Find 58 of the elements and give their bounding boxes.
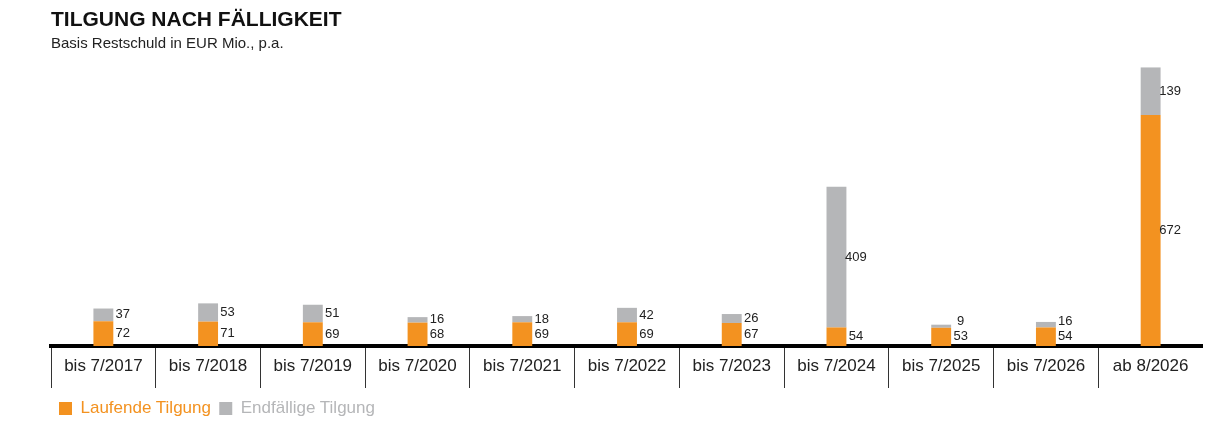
data-label: 53	[220, 304, 235, 320]
data-label: 37	[115, 306, 131, 322]
data-label: 409	[845, 248, 867, 264]
bar	[826, 327, 847, 346]
x-tick-label: bis 7/2023	[692, 355, 771, 375]
data-label: 139	[1159, 82, 1181, 98]
data-label: 16	[1058, 313, 1073, 329]
chart-title: TILGUNG NACH FÄLLIGKEIT	[51, 7, 342, 31]
bar	[617, 322, 637, 346]
bar	[93, 321, 114, 346]
x-tick-label: ab 8/2026	[1112, 355, 1189, 375]
x-tick-label: bis 7/2021	[483, 355, 562, 375]
data-label: 9	[957, 313, 965, 329]
data-label: 26	[743, 310, 759, 326]
x-tick-label: bis 7/2022	[587, 355, 667, 375]
x-tick-label: bis 7/2017	[64, 355, 143, 375]
x-tick-label: bis 7/2026	[1006, 355, 1086, 375]
data-label: 69	[325, 325, 340, 341]
legend-label: Endfällige Tilgung	[240, 398, 375, 418]
bar	[1140, 67, 1161, 115]
data-label: 69	[534, 325, 549, 341]
data-label: 67	[743, 326, 759, 342]
data-label: 51	[325, 305, 340, 321]
data-label: 16	[429, 310, 445, 326]
bar	[512, 322, 533, 346]
bar	[721, 322, 742, 346]
data-label: 69	[639, 325, 654, 341]
data-label: 53	[953, 328, 968, 344]
bar	[512, 316, 533, 323]
bar	[617, 307, 637, 323]
bar	[198, 321, 219, 346]
data-label: 68	[429, 325, 445, 341]
bar	[1035, 327, 1056, 346]
bar	[302, 304, 323, 323]
data-label: 72	[115, 325, 131, 341]
bar	[826, 186, 847, 328]
bar	[1035, 321, 1056, 328]
bar	[721, 314, 742, 323]
x-tick-label: bis 7/2025	[901, 355, 981, 375]
bar	[93, 308, 114, 322]
bar	[198, 303, 219, 322]
chart-subtitle: Basis Restschuld in EUR Mio., p.a.	[51, 34, 284, 52]
data-label: 54	[848, 328, 864, 344]
data-label: 71	[220, 325, 235, 341]
bar	[1140, 114, 1161, 346]
bar	[931, 324, 952, 328]
bar	[407, 322, 428, 346]
data-label: 54	[1058, 328, 1073, 344]
x-tick-label: bis 7/2020	[378, 355, 457, 375]
bar	[931, 327, 952, 346]
bar	[407, 317, 428, 323]
bar	[302, 322, 323, 346]
data-label: 42	[639, 306, 654, 322]
x-tick-label: bis 7/2019	[273, 355, 353, 375]
x-tick-label: bis 7/2024	[797, 355, 876, 375]
legend-label: Laufende Tilgung	[80, 398, 211, 418]
data-label: 18	[534, 310, 549, 326]
x-tick-label: bis 7/2018	[168, 355, 248, 375]
